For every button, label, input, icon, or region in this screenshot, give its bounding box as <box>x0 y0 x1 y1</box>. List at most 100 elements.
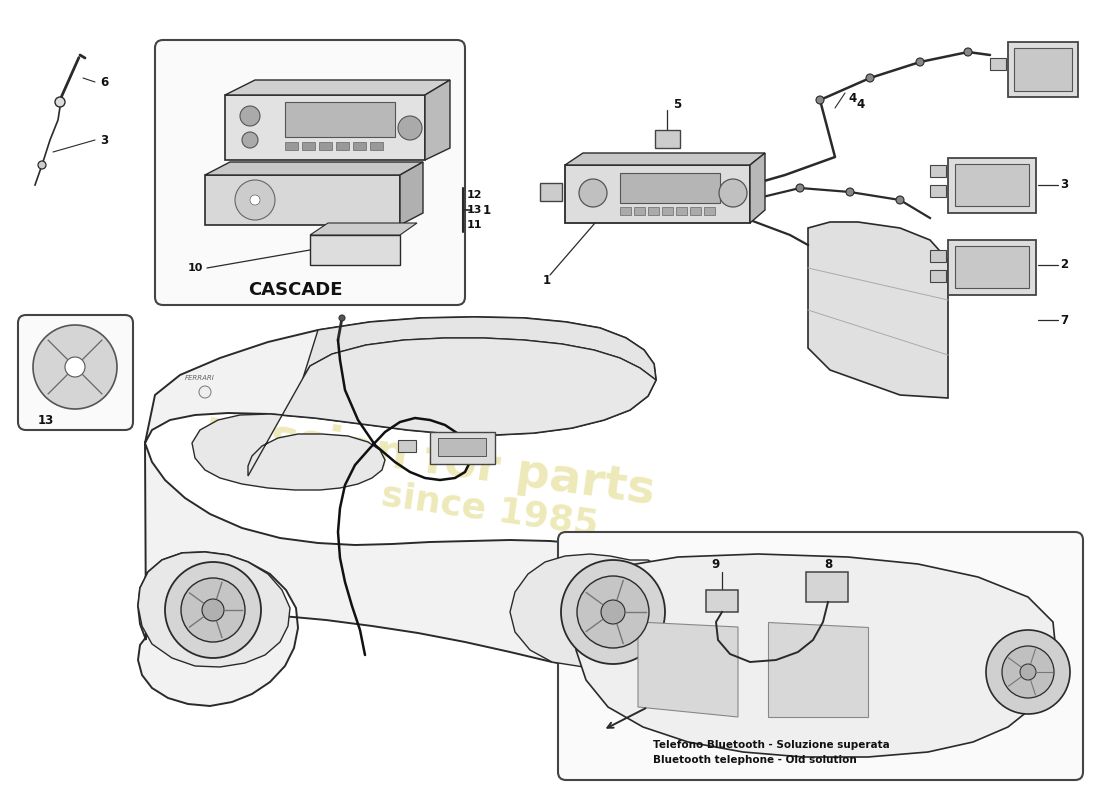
Bar <box>662 207 673 215</box>
Text: 7: 7 <box>1060 314 1068 326</box>
Bar <box>353 142 366 150</box>
Polygon shape <box>226 95 425 160</box>
Circle shape <box>339 315 345 321</box>
Text: 5: 5 <box>673 98 681 111</box>
Text: 13: 13 <box>468 205 483 215</box>
Bar <box>676 207 688 215</box>
Circle shape <box>601 600 625 624</box>
Bar <box>806 572 848 602</box>
Bar <box>319 142 332 150</box>
Circle shape <box>1002 646 1054 698</box>
Text: 10: 10 <box>188 263 204 273</box>
Polygon shape <box>768 622 868 717</box>
Circle shape <box>896 196 904 204</box>
Circle shape <box>240 106 260 126</box>
Polygon shape <box>205 162 424 175</box>
Circle shape <box>65 357 85 377</box>
Polygon shape <box>138 552 290 667</box>
Text: CASCADE: CASCADE <box>248 281 342 299</box>
Text: 3: 3 <box>1060 178 1068 191</box>
Polygon shape <box>226 80 450 95</box>
Circle shape <box>719 179 747 207</box>
Circle shape <box>964 48 972 56</box>
Bar <box>620 207 631 215</box>
Bar <box>430 432 495 464</box>
Circle shape <box>986 630 1070 714</box>
Text: 2: 2 <box>1060 258 1068 271</box>
Circle shape <box>561 560 666 664</box>
Polygon shape <box>138 317 702 706</box>
Circle shape <box>33 325 117 409</box>
Polygon shape <box>573 554 1056 757</box>
Circle shape <box>578 576 649 648</box>
Bar <box>704 207 715 215</box>
Circle shape <box>39 161 46 169</box>
Polygon shape <box>302 317 656 380</box>
Text: 13: 13 <box>39 414 54 426</box>
FancyBboxPatch shape <box>18 315 133 430</box>
Circle shape <box>182 578 245 642</box>
Text: 11: 11 <box>468 220 483 230</box>
Bar <box>930 165 946 177</box>
Circle shape <box>55 97 65 107</box>
Circle shape <box>202 599 224 621</box>
Polygon shape <box>638 622 738 717</box>
Circle shape <box>816 96 824 104</box>
Bar <box>948 158 1036 213</box>
FancyBboxPatch shape <box>558 532 1084 780</box>
Text: since 1985: since 1985 <box>379 478 601 542</box>
Bar <box>1008 42 1078 97</box>
Bar <box>690 207 701 215</box>
Bar <box>336 142 349 150</box>
Circle shape <box>242 132 258 148</box>
Bar <box>634 207 645 215</box>
Text: 12: 12 <box>468 190 483 200</box>
Bar <box>438 438 486 456</box>
Text: passion for parts: passion for parts <box>202 406 658 514</box>
Bar <box>990 58 1006 70</box>
Text: 6: 6 <box>100 75 108 89</box>
Circle shape <box>1020 664 1036 680</box>
Bar <box>302 142 315 150</box>
Bar <box>706 590 738 612</box>
Text: Bluetooth telephone - Old solution: Bluetooth telephone - Old solution <box>653 755 857 765</box>
Circle shape <box>916 58 924 66</box>
Text: FERRARI: FERRARI <box>185 375 214 381</box>
Circle shape <box>866 74 874 82</box>
Bar <box>930 185 946 197</box>
Bar <box>955 164 1028 206</box>
Text: 3: 3 <box>100 134 108 146</box>
Bar <box>285 142 298 150</box>
Text: 4: 4 <box>848 91 856 105</box>
Circle shape <box>579 179 607 207</box>
Polygon shape <box>565 165 750 223</box>
Bar <box>948 240 1036 295</box>
Bar <box>930 270 946 282</box>
Bar <box>370 142 383 150</box>
Polygon shape <box>750 153 764 223</box>
Polygon shape <box>310 223 417 235</box>
Text: 1: 1 <box>483 203 491 217</box>
Bar <box>1014 48 1072 91</box>
Bar <box>540 183 562 201</box>
Circle shape <box>398 116 422 140</box>
Circle shape <box>165 562 261 658</box>
Polygon shape <box>510 554 702 668</box>
Text: Telefono Bluetooth - Soluzione superata: Telefono Bluetooth - Soluzione superata <box>653 740 890 750</box>
Circle shape <box>199 386 211 398</box>
Bar <box>930 250 946 262</box>
Polygon shape <box>192 338 656 490</box>
Text: 8: 8 <box>824 558 832 570</box>
Bar <box>398 440 416 452</box>
Bar <box>955 246 1028 288</box>
Circle shape <box>846 188 854 196</box>
Circle shape <box>235 180 275 220</box>
Polygon shape <box>400 162 424 225</box>
FancyBboxPatch shape <box>155 40 465 305</box>
Bar <box>620 173 721 203</box>
Polygon shape <box>808 222 948 398</box>
Circle shape <box>250 195 260 205</box>
Polygon shape <box>565 153 764 165</box>
Text: 9: 9 <box>712 558 720 570</box>
Polygon shape <box>205 175 400 225</box>
